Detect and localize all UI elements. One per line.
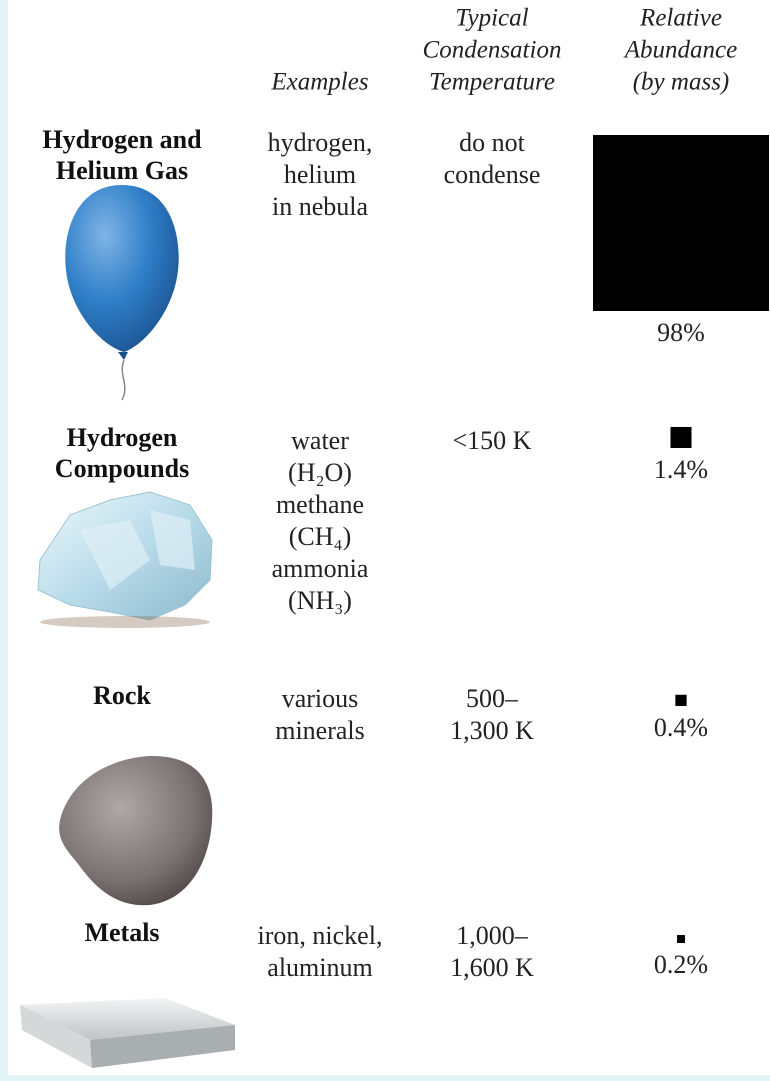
abundance-square — [677, 935, 685, 943]
bottom-border — [0, 1075, 770, 1081]
example: ammonia — [272, 554, 369, 583]
column-header: Temperature — [429, 69, 555, 96]
column-header: Examples — [270, 69, 368, 96]
metal-image — [20, 998, 235, 1068]
rock-image — [59, 755, 213, 906]
example: water — [291, 426, 349, 455]
column-header: Typical — [455, 5, 528, 32]
column-header: Condensation — [423, 37, 562, 64]
row-name: Hydrogen — [67, 423, 178, 452]
example: minerals — [275, 716, 365, 745]
row-name: Helium Gas — [56, 156, 188, 185]
left-border — [0, 0, 8, 1081]
example: in nebula — [272, 192, 368, 221]
temperature: do not — [459, 128, 526, 157]
temperature: condense — [444, 160, 541, 189]
column-header: Relative — [639, 5, 722, 32]
example: helium — [284, 160, 356, 189]
column-header: Abundance — [623, 37, 737, 64]
ice-image — [37, 491, 213, 628]
temperature: 1,600 K — [450, 953, 534, 982]
example: aluminum — [267, 953, 372, 982]
row-name: Metals — [84, 918, 159, 947]
row-name: Compounds — [55, 454, 189, 483]
temperature: 500– — [466, 684, 519, 713]
example: (NH₃) — [288, 586, 352, 615]
column-header: (by mass) — [633, 69, 730, 96]
example: hydrogen, — [268, 128, 373, 157]
abundance-label: 98% — [657, 318, 705, 347]
temperature: 1,000– — [456, 921, 529, 950]
example: iron, nickel, — [258, 921, 383, 950]
example: methane — [276, 490, 364, 519]
abundance-label: 1.4% — [654, 455, 708, 484]
temperature: <150 K — [453, 426, 532, 455]
abundance-label: 0.4% — [654, 713, 708, 742]
abundance-square — [675, 694, 687, 706]
row-name: Rock — [93, 681, 151, 710]
abundance-square — [670, 426, 692, 448]
abundance-label: 0.2% — [654, 950, 708, 979]
temperature: 1,300 K — [450, 716, 534, 745]
example: (H₂O) — [288, 458, 352, 487]
example: (CH₄) — [289, 522, 352, 551]
example: various — [282, 684, 359, 713]
abundance-square — [593, 135, 769, 311]
balloon-image — [65, 185, 179, 401]
row-name: Hydrogen and — [42, 125, 202, 154]
